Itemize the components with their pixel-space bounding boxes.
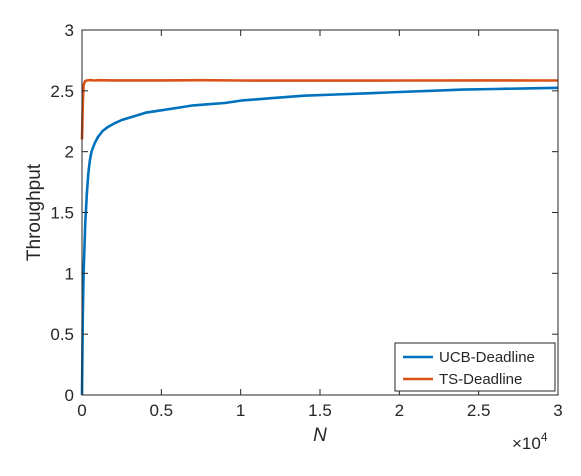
x-tick-label: 0: [77, 401, 86, 420]
x-axis-exponent: ×104: [512, 430, 548, 453]
x-axis-exponent-base: ×10: [512, 434, 541, 453]
y-tick-label: 2: [65, 143, 74, 162]
legend-label: TS-Deadline: [439, 371, 522, 388]
y-tick-label: 2.5: [50, 82, 74, 101]
x-tick-label: 0.5: [150, 401, 174, 420]
y-tick-label: 1: [65, 264, 74, 283]
x-axis-exponent-power: 4: [541, 430, 548, 444]
legend-box: [394, 342, 556, 392]
legend: UCB-Deadline TS-Deadline: [394, 342, 556, 392]
x-tick-label: 3: [553, 401, 562, 420]
x-axis-label: N: [313, 425, 327, 446]
x-tick-label: 1.5: [308, 401, 332, 420]
y-tick-label: 0: [65, 386, 74, 405]
x-tick-label: 2.5: [467, 401, 491, 420]
series-line-ts-deadline: [80, 78, 559, 140]
y-tick-label: 1.5: [50, 204, 74, 223]
y-tick-label: 0.5: [50, 325, 74, 344]
series-layer: [80, 78, 559, 396]
series-line-ucb-deadline: [80, 86, 559, 396]
y-axis-label: Throughput: [24, 163, 45, 261]
x-tick-label: 1: [236, 401, 245, 420]
plot-area: [82, 30, 558, 395]
x-tick-label: 2: [395, 401, 404, 420]
y-tick-label: 3: [65, 21, 74, 40]
ticks: 0 0.5 1 1.5 2 2.5 3 0 0.5 1 1.5 2 2.5 3: [50, 21, 562, 420]
legend-label: UCB-Deadline: [439, 349, 535, 366]
